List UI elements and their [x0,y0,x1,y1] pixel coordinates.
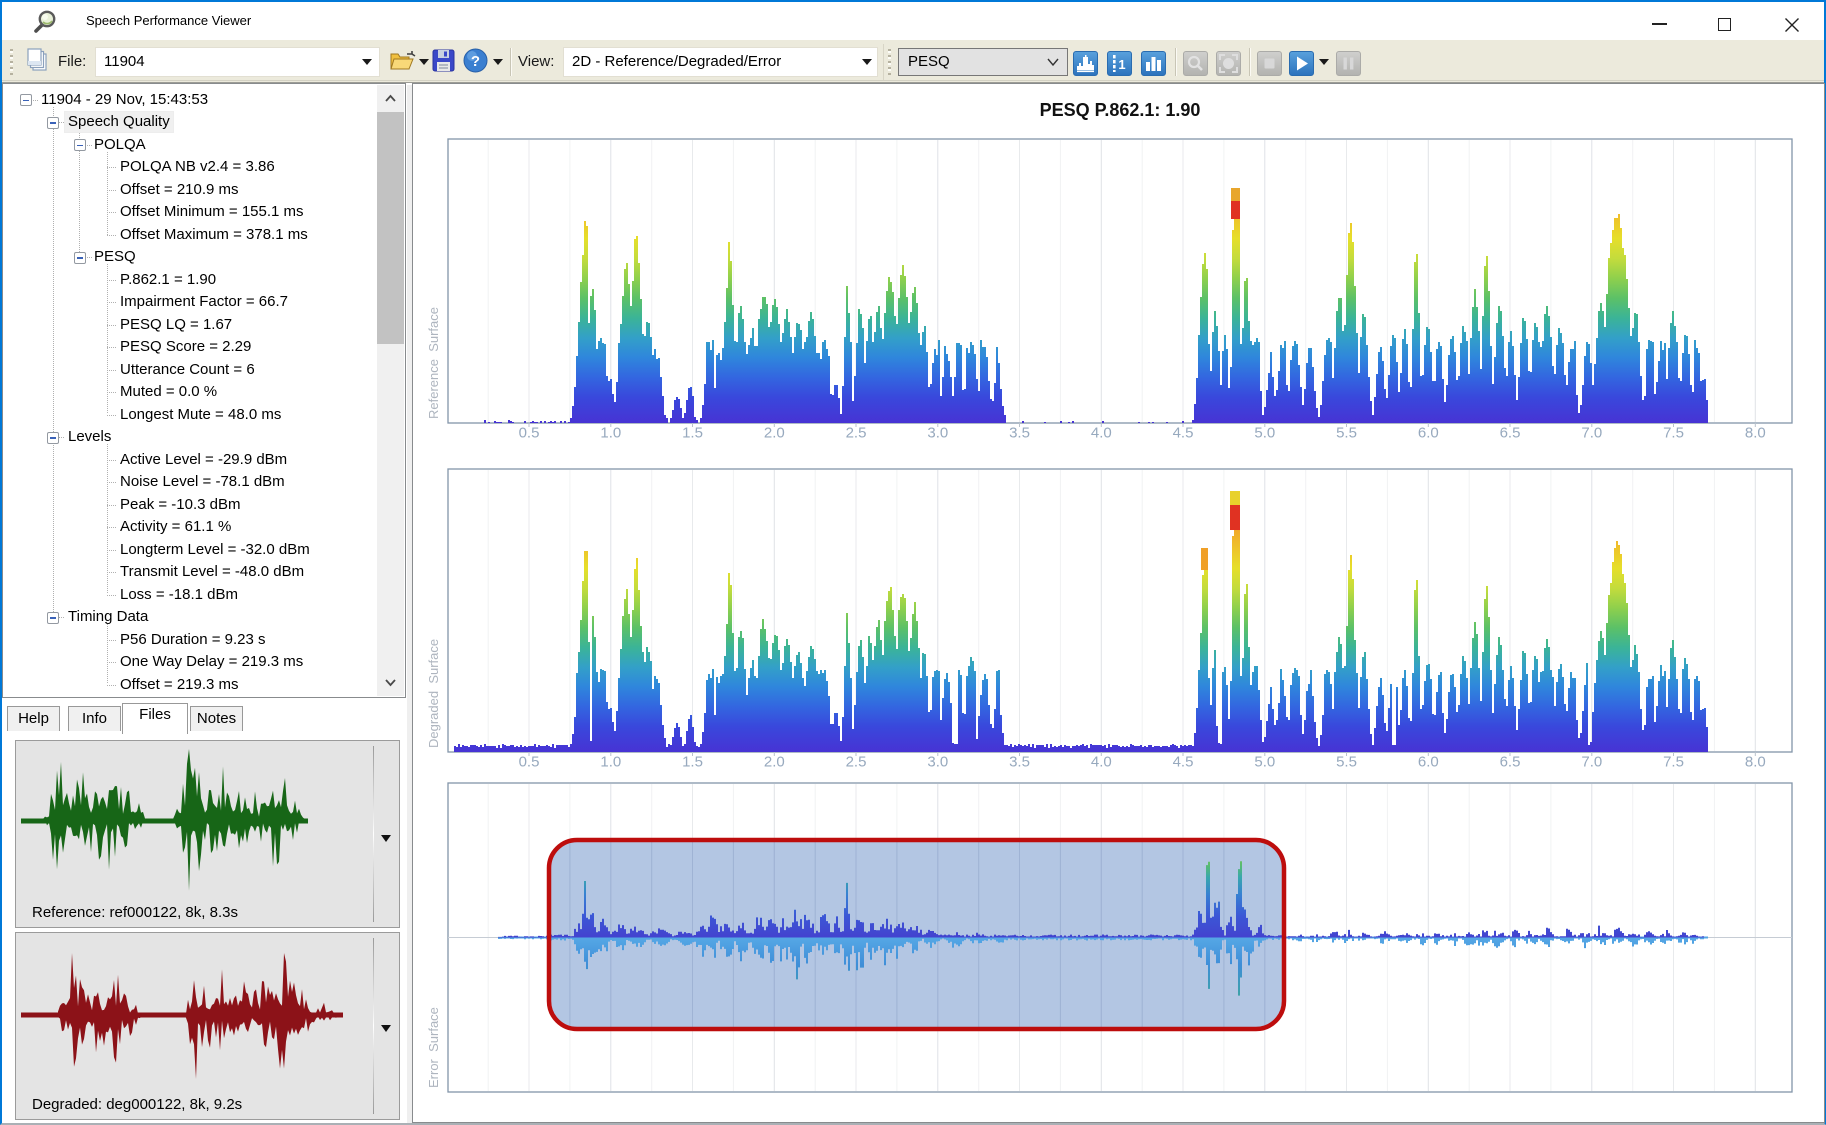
svg-text:5.0: 5.0 [1254,754,1275,771]
svg-text:7.5: 7.5 [1663,754,1684,771]
svg-text:2.0: 2.0 [764,425,785,442]
svg-text:0.5: 0.5 [519,754,540,771]
svg-text:2.5: 2.5 [846,754,867,771]
svg-text:1.0: 1.0 [600,425,621,442]
svg-text:5.5: 5.5 [1336,425,1357,442]
svg-text:5.5: 5.5 [1336,754,1357,771]
svg-text:PESQ P.862.1: 1.90: PESQ P.862.1: 1.90 [1040,100,1201,120]
svg-text:3.5: 3.5 [1009,425,1030,442]
svg-text:5.0: 5.0 [1254,425,1275,442]
svg-text:6.5: 6.5 [1500,425,1521,442]
svg-text:7.0: 7.0 [1581,754,1602,771]
svg-text:6.0: 6.0 [1418,425,1439,442]
svg-text:Degraded Surface: Degraded Surface [426,639,441,748]
svg-text:4.0: 4.0 [1091,425,1112,442]
svg-text:?: ? [471,53,480,70]
svg-text:1.5: 1.5 [682,425,703,442]
svg-text:Reference Surface: Reference Surface [426,307,441,419]
svg-text:7.0: 7.0 [1581,425,1602,442]
svg-text:Error Surface: Error Surface [426,1007,441,1088]
svg-text:2.5: 2.5 [846,425,867,442]
svg-text:2.0: 2.0 [764,754,785,771]
svg-text:1: 1 [1118,57,1125,72]
svg-text:0.5: 0.5 [519,425,540,442]
svg-text:6.5: 6.5 [1500,754,1521,771]
svg-text:4.5: 4.5 [1173,425,1194,442]
svg-text:1.0: 1.0 [600,754,621,771]
svg-text:4.5: 4.5 [1173,754,1194,771]
svg-text:8.0: 8.0 [1745,754,1766,771]
svg-text:8.0: 8.0 [1745,425,1766,442]
svg-text:1.5: 1.5 [682,754,703,771]
svg-text:3.0: 3.0 [927,425,948,442]
svg-text:6.0: 6.0 [1418,754,1439,771]
svg-text:4.0: 4.0 [1091,754,1112,771]
svg-text:7.5: 7.5 [1663,425,1684,442]
svg-text:3.0: 3.0 [927,754,948,771]
svg-text:3.5: 3.5 [1009,754,1030,771]
